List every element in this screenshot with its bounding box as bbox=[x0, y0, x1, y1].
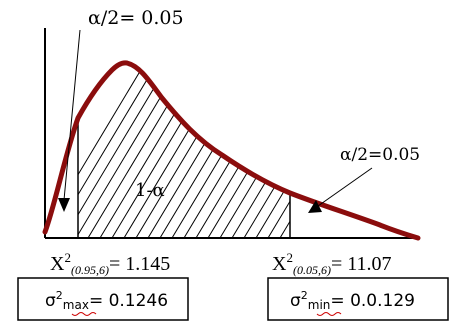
sigma-max-squiggle bbox=[71, 312, 97, 316]
sigma-min-label: σ2min= 0.0.129 bbox=[290, 289, 415, 312]
hatch-line bbox=[304, 38, 424, 238]
chi-left-subscript: (0.95,6) bbox=[71, 263, 109, 277]
hatch-line bbox=[195, 62, 290, 239]
chi-right-base: X bbox=[272, 253, 287, 275]
hatch-line bbox=[279, 62, 290, 239]
sigma-min-subscript: min bbox=[308, 298, 331, 312]
sigma-min-base: σ bbox=[290, 291, 301, 311]
left-tail-pointer-line bbox=[63, 29, 81, 201]
sigma-min-squiggle bbox=[316, 312, 342, 316]
chi-left-power: 2 bbox=[64, 250, 71, 265]
confidence-region-hatching bbox=[78, 38, 460, 239]
right-tail-pointer-line bbox=[317, 167, 373, 207]
sigma-max-base: σ bbox=[45, 291, 56, 311]
left-tail-arrowhead bbox=[58, 198, 70, 212]
chi-left-label: X2(0.95,6)= 1.145 bbox=[50, 250, 170, 277]
hatch-line bbox=[267, 62, 290, 239]
hatch-line bbox=[340, 38, 460, 238]
chi-right-value: = 11.07 bbox=[331, 253, 392, 275]
chi-square-curve bbox=[42, 60, 421, 241]
sigma-min-power: 2 bbox=[301, 289, 308, 302]
hatch-line bbox=[231, 62, 290, 239]
chi-right-power: 2 bbox=[286, 250, 293, 265]
sigma-max-box bbox=[17, 277, 189, 321]
hatch-line bbox=[255, 62, 290, 239]
alpha-left-label: α/2= 0.05 bbox=[88, 7, 184, 29]
sigma-min-value: = 0.0.129 bbox=[330, 291, 415, 311]
hatch-line bbox=[292, 38, 412, 238]
hatch-line bbox=[219, 62, 290, 239]
hatch-line bbox=[243, 62, 290, 239]
alpha-right-label: α/2=0.05 bbox=[340, 145, 420, 165]
right-tail-arrowhead bbox=[308, 200, 322, 213]
sigma-max-value: = 0.1246 bbox=[89, 291, 168, 311]
sigma-min-box bbox=[267, 277, 449, 321]
chi-left-base: X bbox=[50, 253, 65, 275]
hatch-line bbox=[207, 62, 290, 239]
hatch-line bbox=[328, 38, 448, 238]
chi-right-subscript: (0.05,6) bbox=[293, 263, 331, 277]
sigma-max-subscript: max bbox=[63, 298, 89, 312]
confidence-label: 1-α bbox=[135, 180, 165, 201]
sigma-max-label: σ2max= 0.1246 bbox=[45, 289, 168, 312]
chi-left-value: = 1.145 bbox=[109, 253, 170, 275]
chi-right-label: X2(0.05,6)= 11.07 bbox=[272, 250, 392, 277]
sigma-max-power: 2 bbox=[56, 289, 63, 302]
